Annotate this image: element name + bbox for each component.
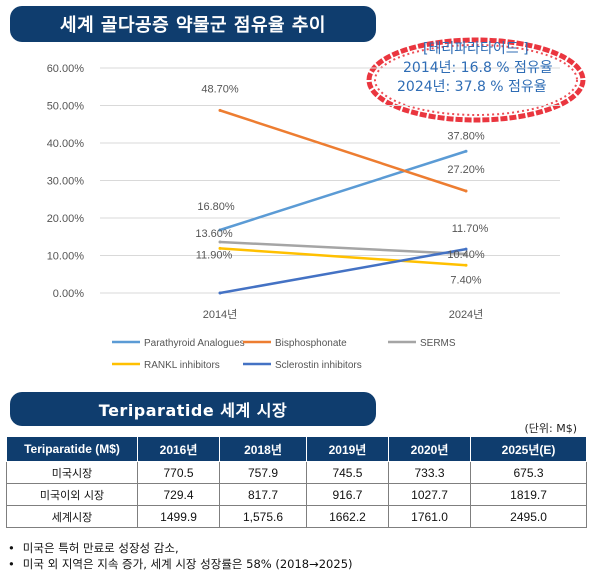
table-row: 미국시장 770.5 757.9 745.5 733.3 675.3 (6, 461, 587, 484)
table-header-cell: Teriparatide (M$) (6, 436, 138, 462)
data-point (464, 252, 468, 256)
table-cell: 세계시장 (6, 505, 138, 528)
unit-label: (단위: M$) (524, 422, 577, 435)
data-point (464, 149, 468, 153)
table-header-cell: 2016년 (136, 436, 221, 462)
table-cell: 733.3 (387, 461, 472, 484)
legend-label: RANKL inhibitors (144, 360, 220, 371)
y-tick-label: 30.00% (47, 176, 85, 188)
chart-title-banner: 세계 골다공증 약물군 점유율 추이 (10, 6, 376, 42)
table-cell: 1819.7 (470, 483, 587, 506)
series-line-1 (218, 109, 468, 193)
note-item: • 미국은 특허 만료로 성장성 감소, (8, 540, 353, 556)
data-point (218, 240, 222, 244)
table-cell: 757.9 (219, 461, 307, 484)
line-chart: 0.00% 10.00% 20.00% 30.00% 40.00% 50.00% 60.00… (47, 37, 586, 371)
data-point (218, 246, 222, 250)
table-cell: 770.5 (136, 461, 221, 484)
x-tick-label: 2014년 (203, 308, 238, 321)
series-line-2 (218, 240, 468, 256)
table-cell: 미국시장 (6, 461, 138, 484)
y-tick-label: 20.00% (47, 213, 85, 225)
table-cell: 1,575.6 (219, 505, 307, 528)
legend-label: Sclerostin inhibitors (275, 360, 362, 371)
data-point (218, 228, 222, 232)
series-line-4 (218, 247, 468, 295)
notes: • 미국은 특허 만료로 성장성 감소, • 미국 외 지역은 지속 증가, 세계 … (8, 540, 353, 572)
table-header-row: Teriparatide (M$) 2016년 2018년 2019년 2020… (6, 436, 587, 462)
y-tick-label: 0.00% (53, 288, 84, 300)
data-label: 11.70% (452, 223, 489, 235)
table-cell: 1761.0 (387, 505, 472, 528)
bullet-icon: • (8, 557, 15, 571)
table-cell: 1027.7 (387, 483, 472, 506)
table-cell: 817.7 (219, 483, 307, 506)
callout-line-2024: 2024년: 37.8 % 점유율 (397, 79, 547, 95)
callout-highlight-circle (366, 37, 586, 123)
series-line-0 (218, 150, 468, 232)
table-row: 미국이외 시장 729.4 817.7 916.7 1027.7 1819.7 (6, 483, 587, 506)
data-label: 37.80% (447, 130, 485, 142)
note-text: 미국은 특허 만료로 성장성 감소, (22, 541, 179, 555)
x-tick-label: 2024년 (449, 308, 484, 321)
market-title-banner: Teriparatide 세계 시장 (10, 392, 376, 426)
y-tick-label: 40.00% (47, 138, 85, 150)
data-point (464, 247, 468, 251)
table-cell: 729.4 (136, 483, 221, 506)
data-label: 16.80% (197, 201, 235, 213)
callout-highlight-circle-inner (374, 44, 578, 116)
series-line-3 (218, 247, 468, 267)
data-label: 13.60% (195, 228, 233, 240)
y-tick-label: 50.00% (47, 101, 85, 113)
legend-label: Bisphosphonate (275, 338, 347, 349)
table-header-cell: 2020년 (387, 436, 472, 462)
bullet-icon: • (8, 541, 15, 555)
table-cell: 745.5 (305, 461, 390, 484)
y-tick-label: 60.00% (47, 63, 85, 75)
data-label: 48.70% (201, 83, 239, 95)
data-label: 10.40% (447, 249, 485, 261)
callout-line-2014: 2014년: 16.8 % 점유율 (403, 60, 553, 76)
data-label: 27.20% (447, 164, 485, 176)
table-cell: 미국이외 시장 (6, 483, 138, 506)
table-cell: 916.7 (305, 483, 390, 506)
table-row: 세계시장 1499.9 1,575.6 1662.2 1761.0 2495.0 (6, 505, 587, 528)
table-cell: 675.3 (470, 461, 587, 484)
data-point (218, 291, 222, 295)
data-point (218, 108, 222, 112)
table-header-cell: 2025년(E) (470, 436, 587, 462)
table-header-cell: 2018년 (219, 436, 307, 462)
note-text: 미국 외 지역은 지속 증가, 세계 시장 성장률은 58% (2018→202… (22, 557, 353, 571)
legend-label: Parathyroid Analogues (144, 338, 245, 349)
data-point (464, 189, 468, 193)
table-cell: 2495.0 (470, 505, 587, 528)
note-item: • 미국 외 지역은 지속 증가, 세계 시장 성장률은 58% (2018→20… (8, 556, 353, 572)
table-cell: 1499.9 (136, 505, 221, 528)
data-label: 7.40% (450, 274, 481, 286)
market-table: Teriparatide (M$) 2016년 2018년 2019년 2020… (6, 436, 587, 528)
table-cell: 1662.2 (305, 505, 390, 528)
table-header-cell: 2019년 (305, 436, 390, 462)
data-point (464, 263, 468, 267)
data-label: 11.90% (196, 249, 233, 261)
legend-label: SERMS (420, 338, 456, 349)
y-tick-label: 10.00% (47, 251, 85, 263)
teriparatide-callout: [테리파라타이드 ] 2014년: 16.8 % 점유율 2024년: 37.8… (395, 40, 591, 97)
callout-heading: [테리파라타이드 ] (423, 41, 529, 57)
